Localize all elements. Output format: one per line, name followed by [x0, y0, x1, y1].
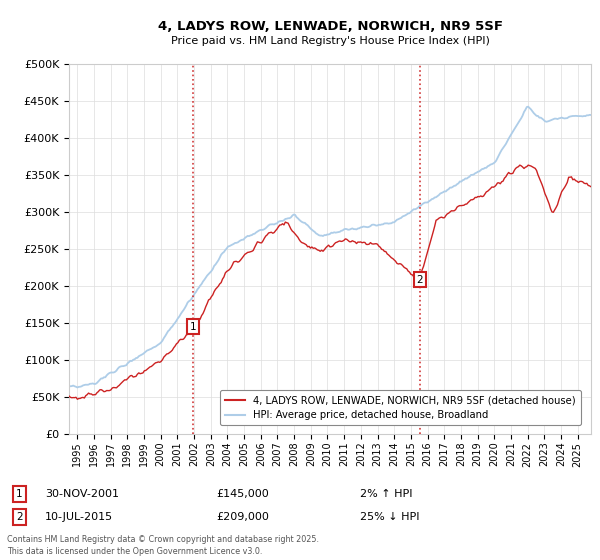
Text: Price paid vs. HM Land Registry's House Price Index (HPI): Price paid vs. HM Land Registry's House … [170, 36, 490, 46]
Text: 30-NOV-2001: 30-NOV-2001 [45, 489, 119, 499]
Text: £145,000: £145,000 [216, 489, 269, 499]
Text: Contains HM Land Registry data © Crown copyright and database right 2025.
This d: Contains HM Land Registry data © Crown c… [7, 535, 319, 556]
Text: 1: 1 [16, 489, 23, 499]
Text: 1: 1 [190, 322, 196, 332]
Text: 10-JUL-2015: 10-JUL-2015 [45, 512, 113, 522]
Text: 25% ↓ HPI: 25% ↓ HPI [360, 512, 419, 522]
Legend: 4, LADYS ROW, LENWADE, NORWICH, NR9 5SF (detached house), HPI: Average price, de: 4, LADYS ROW, LENWADE, NORWICH, NR9 5SF … [220, 390, 581, 425]
Text: 2% ↑ HPI: 2% ↑ HPI [360, 489, 413, 499]
Text: 2: 2 [416, 274, 423, 284]
Text: £209,000: £209,000 [216, 512, 269, 522]
Text: 2: 2 [16, 512, 23, 522]
Text: 4, LADYS ROW, LENWADE, NORWICH, NR9 5SF: 4, LADYS ROW, LENWADE, NORWICH, NR9 5SF [157, 20, 503, 32]
